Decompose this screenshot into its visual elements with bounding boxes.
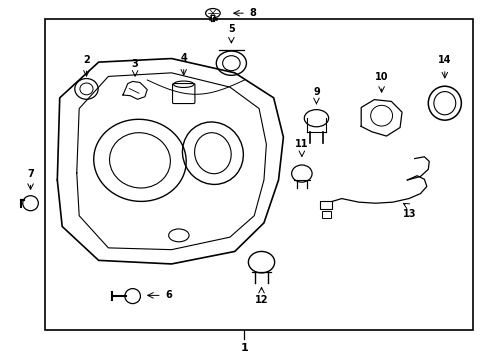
Text: 5: 5	[227, 24, 234, 34]
Text: 12: 12	[254, 296, 268, 305]
Text: 11: 11	[295, 139, 308, 149]
Text: 4: 4	[180, 53, 187, 63]
Text: 10: 10	[374, 72, 387, 82]
Text: 6: 6	[165, 291, 172, 300]
Text: 3: 3	[131, 59, 138, 69]
Text: 1: 1	[240, 343, 248, 353]
Text: 8: 8	[249, 8, 256, 18]
Bar	[319, 202, 331, 209]
Text: 9: 9	[312, 87, 319, 97]
Text: 7: 7	[27, 169, 34, 179]
Text: 14: 14	[437, 55, 450, 64]
Text: 2: 2	[83, 55, 90, 65]
Text: 13: 13	[402, 209, 416, 219]
Bar	[322, 211, 330, 217]
Bar	[45, 19, 472, 330]
